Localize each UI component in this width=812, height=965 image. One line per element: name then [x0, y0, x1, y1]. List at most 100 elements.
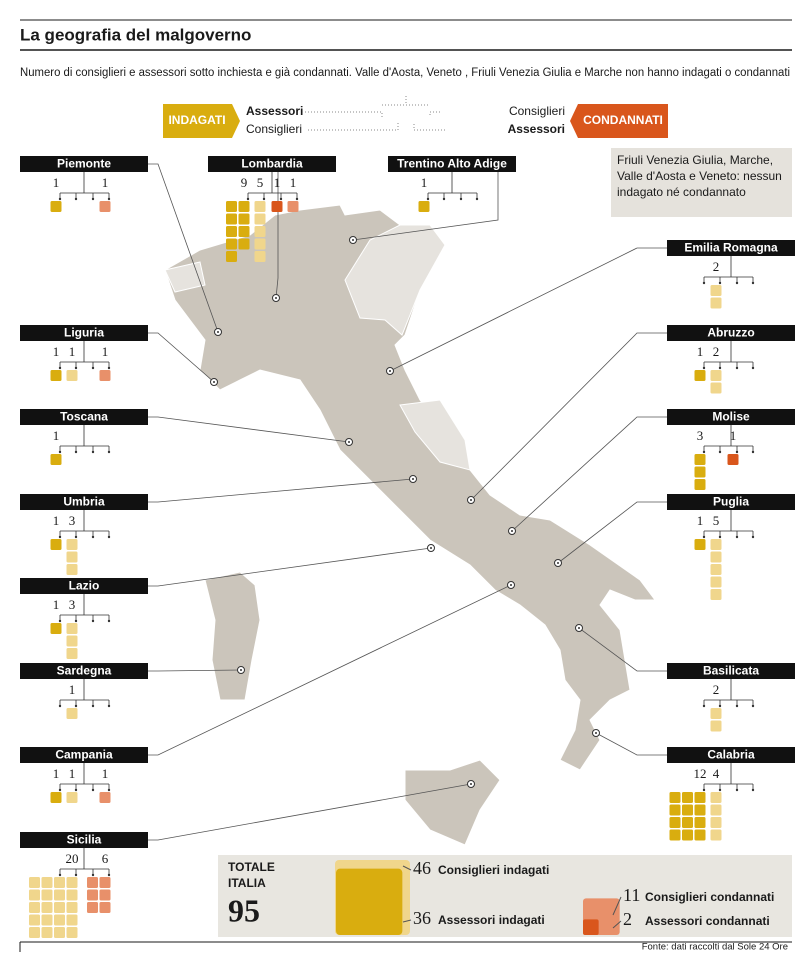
count-square — [694, 792, 706, 803]
legend-label: Assessori — [246, 104, 303, 118]
total-value: 2 — [623, 909, 632, 929]
tick-end — [442, 197, 446, 201]
count-square — [41, 877, 53, 888]
region-dot-center — [352, 239, 354, 241]
title: La geografia del malgoverno — [20, 25, 251, 44]
tick-end — [751, 535, 755, 539]
tick-end — [279, 197, 283, 201]
count-square — [66, 792, 78, 803]
leader-line — [352, 172, 499, 241]
tick-tree — [59, 763, 110, 789]
tick-end — [74, 788, 78, 792]
totals-label: ITALIA — [228, 876, 266, 890]
count-square — [238, 226, 250, 237]
region-dot-center — [348, 441, 350, 443]
leader-line — [511, 416, 667, 532]
tick-end — [718, 788, 722, 792]
count-square — [710, 551, 722, 563]
count-square — [29, 914, 40, 926]
tick-end — [751, 704, 755, 708]
total-leader — [612, 920, 622, 929]
region-dot-center — [595, 732, 597, 734]
leader-line — [148, 669, 242, 672]
count-square — [710, 370, 722, 381]
legend-condannati: CONDANNATI — [583, 113, 663, 127]
count-label: 2 — [713, 344, 720, 359]
count-square — [254, 213, 266, 225]
legend-label: Assessori — [508, 122, 565, 136]
count-square — [682, 829, 693, 841]
region-dot-center — [213, 381, 215, 383]
tick-tree — [703, 510, 754, 536]
tick-end — [107, 450, 111, 454]
tick-end — [246, 197, 250, 201]
tick-tree — [59, 425, 110, 451]
tick-tree — [703, 679, 754, 705]
count-square — [710, 829, 722, 841]
tick-tree — [703, 256, 754, 282]
count-square — [710, 539, 722, 550]
region-name: Campania — [55, 748, 113, 762]
count-square — [710, 564, 722, 575]
region-name: Liguria — [64, 326, 104, 340]
count-square — [287, 201, 299, 212]
tick-end — [735, 535, 739, 539]
tick-end — [107, 366, 111, 370]
region-name: Sardegna — [57, 664, 112, 678]
count-square — [226, 213, 237, 225]
count-label: 1 — [290, 175, 297, 190]
note: Friuli Venezia Giulia, Marche, Valle d'A… — [617, 153, 782, 199]
legend-leaders — [302, 96, 445, 131]
count-square — [694, 454, 706, 465]
count-square — [41, 927, 53, 938]
count-label: 4 — [713, 766, 720, 781]
tick-end — [91, 873, 95, 877]
tick-end — [702, 788, 706, 792]
tick-end — [718, 704, 722, 708]
count-square — [669, 804, 681, 816]
count-label: 1 — [697, 344, 704, 359]
tick-end — [91, 788, 95, 792]
count-square — [87, 877, 98, 888]
tick-tree — [59, 172, 110, 198]
region-name: Emilia Romagna — [684, 241, 778, 255]
count-label: 1 — [697, 513, 704, 528]
tick-end — [702, 366, 706, 370]
count-label: 12 — [694, 766, 707, 781]
count-square — [694, 370, 706, 381]
tick-end — [735, 450, 739, 454]
region-dot-center — [578, 627, 580, 629]
count-square — [710, 576, 722, 588]
count-square — [41, 902, 53, 913]
tick-end — [735, 704, 739, 708]
count-square — [694, 804, 706, 816]
region-dot-center — [240, 669, 242, 671]
total-label: Assessori condannati — [645, 914, 770, 928]
count-label: 1 — [53, 344, 60, 359]
count-square — [271, 201, 283, 212]
count-square — [710, 708, 722, 719]
tick-tree — [59, 510, 110, 536]
count-square — [50, 370, 62, 381]
tick-end — [751, 366, 755, 370]
tick-end — [58, 704, 62, 708]
tick-end — [107, 197, 111, 201]
count-square — [238, 213, 250, 225]
count-square — [66, 539, 78, 550]
count-square — [66, 927, 78, 938]
count-square — [226, 226, 237, 237]
leader-line — [578, 627, 667, 672]
tick-end — [74, 450, 78, 454]
count-square — [66, 648, 78, 659]
total-value: 36 — [413, 908, 431, 928]
totals-number: 95 — [228, 892, 260, 928]
region-dot-center — [470, 499, 472, 501]
count-label: 3 — [69, 597, 76, 612]
tick-end — [58, 450, 62, 454]
count-square — [694, 466, 706, 478]
tick-end — [91, 450, 95, 454]
tick-end — [718, 281, 722, 285]
tick-end — [107, 788, 111, 792]
count-square — [99, 201, 111, 212]
count-square — [66, 902, 78, 913]
